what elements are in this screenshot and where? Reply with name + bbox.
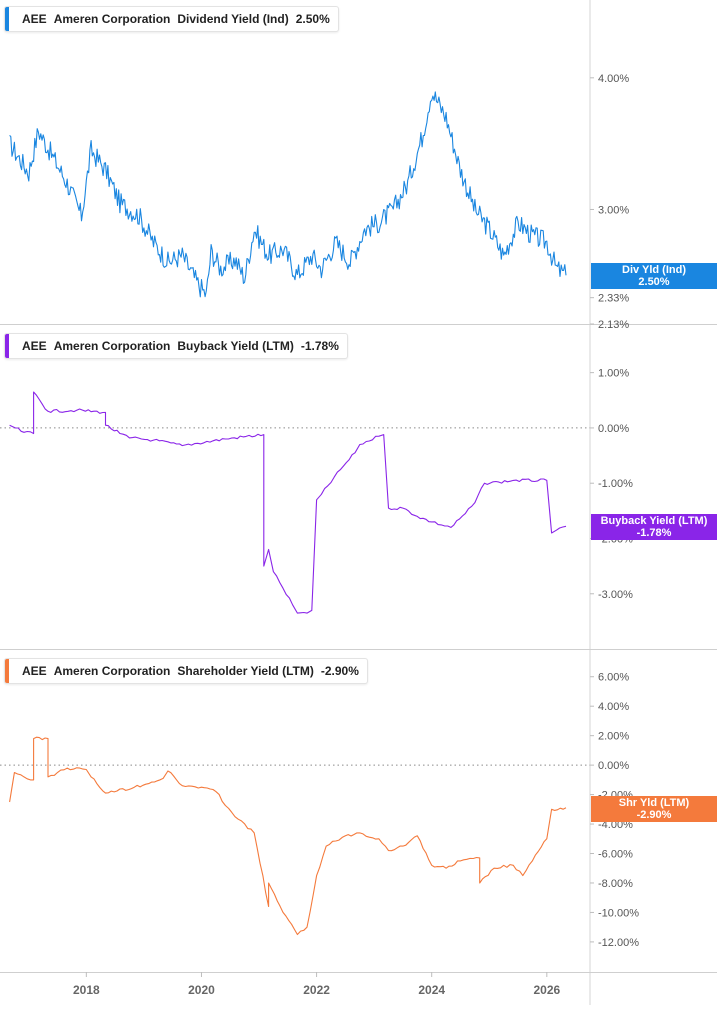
legend-ticker: AEE xyxy=(22,664,47,678)
y-tick-label: -6.00% xyxy=(598,849,633,861)
x-tick-label: 2018 xyxy=(73,983,100,997)
legend-company: Ameren Corporation xyxy=(53,12,171,26)
badge-label: Div Yld (Ind) xyxy=(622,264,686,277)
legend-shareholder-yield[interactable]: AEE Ameren Corporation Shareholder Yield… xyxy=(4,658,368,684)
legend-metric: Dividend Yield (Ind) xyxy=(177,12,289,26)
series-color-swatch xyxy=(5,334,9,358)
y-tick-label: 0.00% xyxy=(598,760,629,772)
series-line xyxy=(9,736,567,936)
x-tick-label: 2024 xyxy=(418,983,445,997)
y-tick-label: -4.00% xyxy=(598,819,633,831)
x-tick-label: 2020 xyxy=(188,983,215,997)
last-value-badge-dividend: Div Yld (Ind) 2.50% xyxy=(591,263,717,290)
x-tick-label: 2022 xyxy=(303,983,330,997)
series-color-swatch xyxy=(5,659,9,683)
y-tick-label: -12.00% xyxy=(598,937,639,949)
y-tick-label: 0.00% xyxy=(598,423,629,435)
legend-metric: Shareholder Yield (LTM) xyxy=(177,664,314,678)
y-tick-label: 2.33% xyxy=(598,293,629,305)
badge-label: Shr Yld (LTM) xyxy=(618,796,690,809)
y-tick-label: 4.00% xyxy=(598,73,629,85)
y-tick-label: -10.00% xyxy=(598,907,639,919)
legend-value: -2.90% xyxy=(320,664,359,678)
legend-value: 2.50% xyxy=(295,12,330,26)
series-line xyxy=(9,391,567,614)
y-tick-label: -1.00% xyxy=(598,478,633,490)
legend-metric: Buyback Yield (LTM) xyxy=(177,339,294,353)
legend-ticker: AEE xyxy=(22,339,47,353)
y-tick-label: 1.00% xyxy=(598,368,629,380)
last-value-badge-shareholder: Shr Yld (LTM) -2.90% xyxy=(591,795,717,822)
badge-value: -1.78% xyxy=(636,527,672,540)
last-value-badge-buyback: Buyback Yield (LTM) -1.78% xyxy=(591,514,717,541)
legend-buyback-yield[interactable]: AEE Ameren Corporation Buyback Yield (LT… xyxy=(4,333,348,359)
badge-label: Buyback Yield (LTM) xyxy=(600,515,708,528)
legend-company: Ameren Corporation xyxy=(53,339,171,353)
y-tick-label: 6.00% xyxy=(598,672,629,684)
y-tick-label: -8.00% xyxy=(598,878,633,890)
legend-dividend-yield[interactable]: AEE Ameren Corporation Dividend Yield (I… xyxy=(4,6,339,32)
y-tick-label: 2.00% xyxy=(598,731,629,743)
y-tick-label: 2.13% xyxy=(598,319,629,331)
series-line xyxy=(9,91,567,298)
y-tick-label: -3.00% xyxy=(598,589,633,601)
x-tick-label: 2026 xyxy=(533,983,560,997)
legend-ticker: AEE xyxy=(22,12,47,26)
y-tick-label: 4.00% xyxy=(598,701,629,713)
legend-company: Ameren Corporation xyxy=(53,664,171,678)
series-color-swatch xyxy=(5,7,9,31)
legend-value: -1.78% xyxy=(300,339,339,353)
badge-value: 2.50% xyxy=(638,276,670,289)
y-tick-label: 3.00% xyxy=(598,204,629,216)
badge-value: -2.90% xyxy=(636,808,672,821)
